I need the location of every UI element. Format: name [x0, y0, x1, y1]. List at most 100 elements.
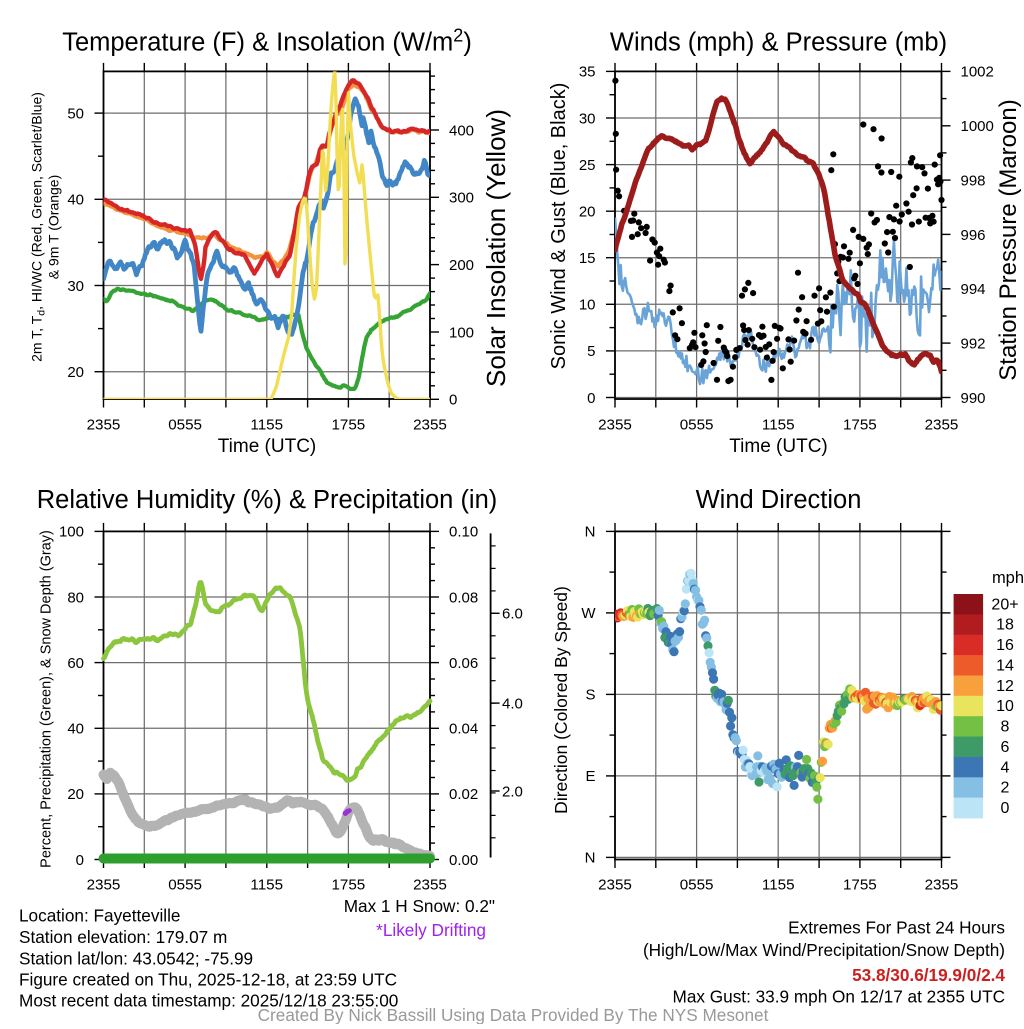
- svg-text:40: 40: [67, 721, 84, 738]
- svg-text:8: 8: [1001, 719, 1010, 736]
- svg-text:2355: 2355: [413, 877, 447, 894]
- svg-text:60: 60: [67, 655, 84, 672]
- svg-text:Max Gust: 33.9 mph On 12/17 at: Max Gust: 33.9 mph On 12/17 at 2355 UTC: [673, 987, 1005, 1007]
- svg-text:20: 20: [67, 786, 84, 803]
- svg-text:Created By Nick Bassill Using: Created By Nick Bassill Using Data Provi…: [258, 1005, 769, 1024]
- svg-text:1000: 1000: [961, 118, 994, 135]
- svg-text:2355: 2355: [87, 417, 121, 434]
- svg-text:0: 0: [449, 392, 457, 409]
- svg-text:6: 6: [1001, 739, 1010, 756]
- svg-text:992: 992: [961, 335, 986, 352]
- svg-text:Solar Insolation (Yellow): Solar Insolation (Yellow): [481, 109, 511, 387]
- svg-text:W: W: [581, 605, 596, 622]
- svg-text:40: 40: [67, 192, 84, 209]
- svg-text:2355: 2355: [87, 877, 121, 894]
- svg-text:mph: mph: [992, 569, 1024, 587]
- svg-text:1002: 1002: [961, 64, 994, 81]
- svg-text:Station Pressure (Maroon): Station Pressure (Maroon): [995, 99, 1022, 380]
- svg-text:0.02: 0.02: [449, 786, 478, 803]
- svg-text:1755: 1755: [331, 417, 365, 434]
- svg-text:Wind Direction: Wind Direction: [696, 486, 862, 514]
- svg-text:0.08: 0.08: [449, 589, 478, 606]
- svg-text:994: 994: [961, 281, 986, 298]
- svg-text:1155: 1155: [250, 877, 283, 894]
- svg-text:Extremes For Past 24 Hours: Extremes For Past 24 Hours: [788, 918, 1005, 938]
- svg-text:2m T, Td, HI/WC (Red, Green, S: 2m T, Td, HI/WC (Red, Green, Scarlet/Blu…: [29, 92, 48, 362]
- svg-text:10: 10: [996, 698, 1014, 715]
- svg-text:0: 0: [76, 852, 84, 869]
- svg-text:12: 12: [996, 678, 1014, 695]
- svg-text:0555: 0555: [168, 877, 202, 894]
- svg-text:2355: 2355: [925, 417, 959, 434]
- svg-text:2355: 2355: [598, 877, 632, 894]
- svg-text:1155: 1155: [250, 417, 283, 434]
- svg-text:0555: 0555: [680, 417, 714, 434]
- svg-text:E: E: [585, 768, 595, 785]
- svg-text:16: 16: [996, 637, 1014, 654]
- svg-text:*Likely Drifting: *Likely Drifting: [376, 920, 486, 940]
- svg-text:300: 300: [449, 190, 474, 207]
- svg-text:Time (UTC): Time (UTC): [218, 436, 317, 457]
- svg-text:80: 80: [67, 589, 84, 606]
- svg-text:1755: 1755: [843, 417, 877, 434]
- svg-text:Temperature (F) & Insolation (: Temperature (F) & Insolation (W/m2): [62, 26, 472, 57]
- svg-text:0: 0: [1001, 800, 1010, 817]
- svg-text:20: 20: [579, 203, 596, 220]
- svg-text:Percent, Precipitation (Green): Percent, Precipitation (Green), & Snow D…: [39, 530, 55, 868]
- svg-text:15: 15: [579, 250, 596, 267]
- svg-text:2.0: 2.0: [502, 783, 523, 800]
- svg-text:998: 998: [961, 172, 986, 189]
- svg-text:N: N: [585, 850, 596, 867]
- svg-text:Sonic Wind & Gust (Blue, Black: Sonic Wind & Gust (Blue, Black): [548, 83, 570, 370]
- svg-text:2355: 2355: [598, 417, 632, 434]
- svg-text:0: 0: [587, 390, 595, 407]
- svg-text:18: 18: [996, 617, 1014, 634]
- svg-text:2355: 2355: [925, 877, 959, 894]
- svg-text:0.06: 0.06: [449, 655, 478, 672]
- svg-text:6.0: 6.0: [502, 606, 523, 623]
- svg-text:1155: 1155: [762, 877, 795, 894]
- svg-text:0555: 0555: [168, 417, 202, 434]
- svg-text:& 9m T (Orange): & 9m T (Orange): [46, 175, 62, 280]
- svg-text:100: 100: [59, 524, 84, 541]
- svg-text:Time (UTC): Time (UTC): [729, 436, 828, 457]
- svg-text:2355: 2355: [413, 417, 447, 434]
- svg-text:1755: 1755: [843, 877, 877, 894]
- svg-text:2: 2: [1001, 780, 1010, 797]
- svg-text:10: 10: [579, 297, 596, 314]
- svg-text:5: 5: [587, 343, 595, 360]
- svg-text:25: 25: [579, 157, 596, 174]
- svg-text:100: 100: [449, 324, 474, 341]
- svg-text:0.10: 0.10: [449, 524, 478, 541]
- svg-text:Station lat/lon: 43.0542; -75.: Station lat/lon: 43.0542; -75.99: [19, 949, 253, 969]
- svg-text:Relative Humidity (%) & Precip: Relative Humidity (%) & Precipitation (i…: [37, 486, 498, 514]
- svg-text:50: 50: [67, 105, 84, 122]
- svg-text:1755: 1755: [331, 877, 365, 894]
- svg-text:990: 990: [961, 390, 986, 407]
- svg-text:400: 400: [449, 122, 474, 139]
- svg-text:30: 30: [579, 110, 596, 127]
- svg-text:53.8/30.6/19.9/0/2.4: 53.8/30.6/19.9/0/2.4: [852, 965, 1005, 985]
- svg-text:0.00: 0.00: [449, 852, 478, 869]
- svg-text:200: 200: [449, 257, 474, 274]
- svg-text:20+: 20+: [991, 596, 1018, 613]
- svg-text:4.0: 4.0: [502, 695, 523, 712]
- svg-text:35: 35: [579, 64, 596, 81]
- svg-text:0555: 0555: [680, 877, 714, 894]
- svg-text:Winds (mph) & Pressure (mb): Winds (mph) & Pressure (mb): [610, 29, 947, 57]
- svg-text:0.04: 0.04: [449, 721, 478, 738]
- svg-text:Max 1 H Snow: 0.2": Max 1 H Snow: 0.2": [344, 896, 495, 916]
- svg-text:Station elevation: 179.07 m: Station elevation: 179.07 m: [19, 927, 227, 947]
- svg-text:1155: 1155: [762, 417, 795, 434]
- svg-text:(High/Low/Max Wind/Precipitati: (High/Low/Max Wind/Precipitation/Snow De…: [643, 940, 1005, 960]
- svg-text:4: 4: [1001, 759, 1010, 776]
- svg-text:Most recent data timestamp: 20: Most recent data timestamp: 2025/12/18 2…: [19, 991, 398, 1011]
- svg-text:S: S: [585, 687, 595, 704]
- svg-text:Direction (Colored By Speed): Direction (Colored By Speed): [551, 586, 571, 814]
- svg-text:996: 996: [961, 227, 986, 244]
- svg-text:30: 30: [67, 278, 84, 295]
- svg-text:N: N: [585, 524, 596, 541]
- svg-text:Figure created on Thu, 2025-12: Figure created on Thu, 2025-12-18, at 23…: [19, 970, 397, 990]
- svg-text:Location: Fayetteville: Location: Fayetteville: [19, 906, 180, 926]
- svg-text:14: 14: [996, 658, 1014, 675]
